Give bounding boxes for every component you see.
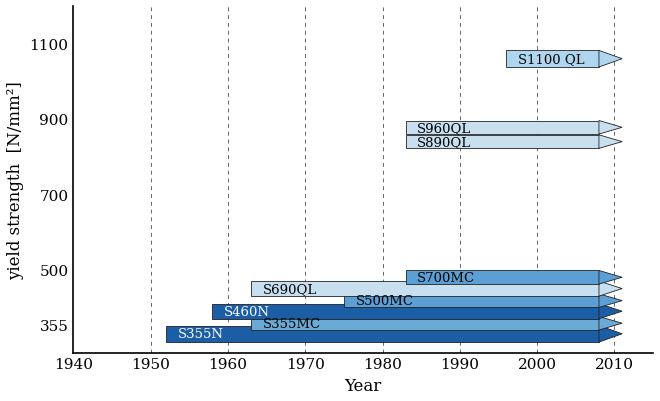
Text: S1100 QL: S1100 QL xyxy=(518,53,584,66)
Text: S460N: S460N xyxy=(224,305,270,318)
Polygon shape xyxy=(599,121,622,135)
Text: S500MC: S500MC xyxy=(356,294,413,308)
Bar xyxy=(406,121,599,135)
Polygon shape xyxy=(599,326,622,342)
Text: S890QL: S890QL xyxy=(417,136,471,149)
Text: S355N: S355N xyxy=(178,328,224,340)
Polygon shape xyxy=(599,304,622,319)
Polygon shape xyxy=(599,271,622,284)
Polygon shape xyxy=(599,136,622,149)
Text: S690QL: S690QL xyxy=(263,282,317,296)
Polygon shape xyxy=(599,294,622,308)
Bar xyxy=(251,282,599,296)
Y-axis label: yield strength  [N/mm²]: yield strength [N/mm²] xyxy=(7,81,24,279)
Bar xyxy=(344,294,599,308)
Bar xyxy=(506,51,599,68)
X-axis label: Year: Year xyxy=(345,377,382,394)
Bar xyxy=(406,136,599,149)
Polygon shape xyxy=(599,317,622,330)
Text: S960QL: S960QL xyxy=(417,122,471,134)
Bar xyxy=(406,271,599,284)
Text: S355MC: S355MC xyxy=(263,317,321,330)
Bar xyxy=(251,317,599,330)
Text: S700MC: S700MC xyxy=(417,271,475,284)
Polygon shape xyxy=(599,51,622,68)
Bar xyxy=(166,326,599,342)
Bar xyxy=(213,304,599,319)
Polygon shape xyxy=(599,282,622,296)
